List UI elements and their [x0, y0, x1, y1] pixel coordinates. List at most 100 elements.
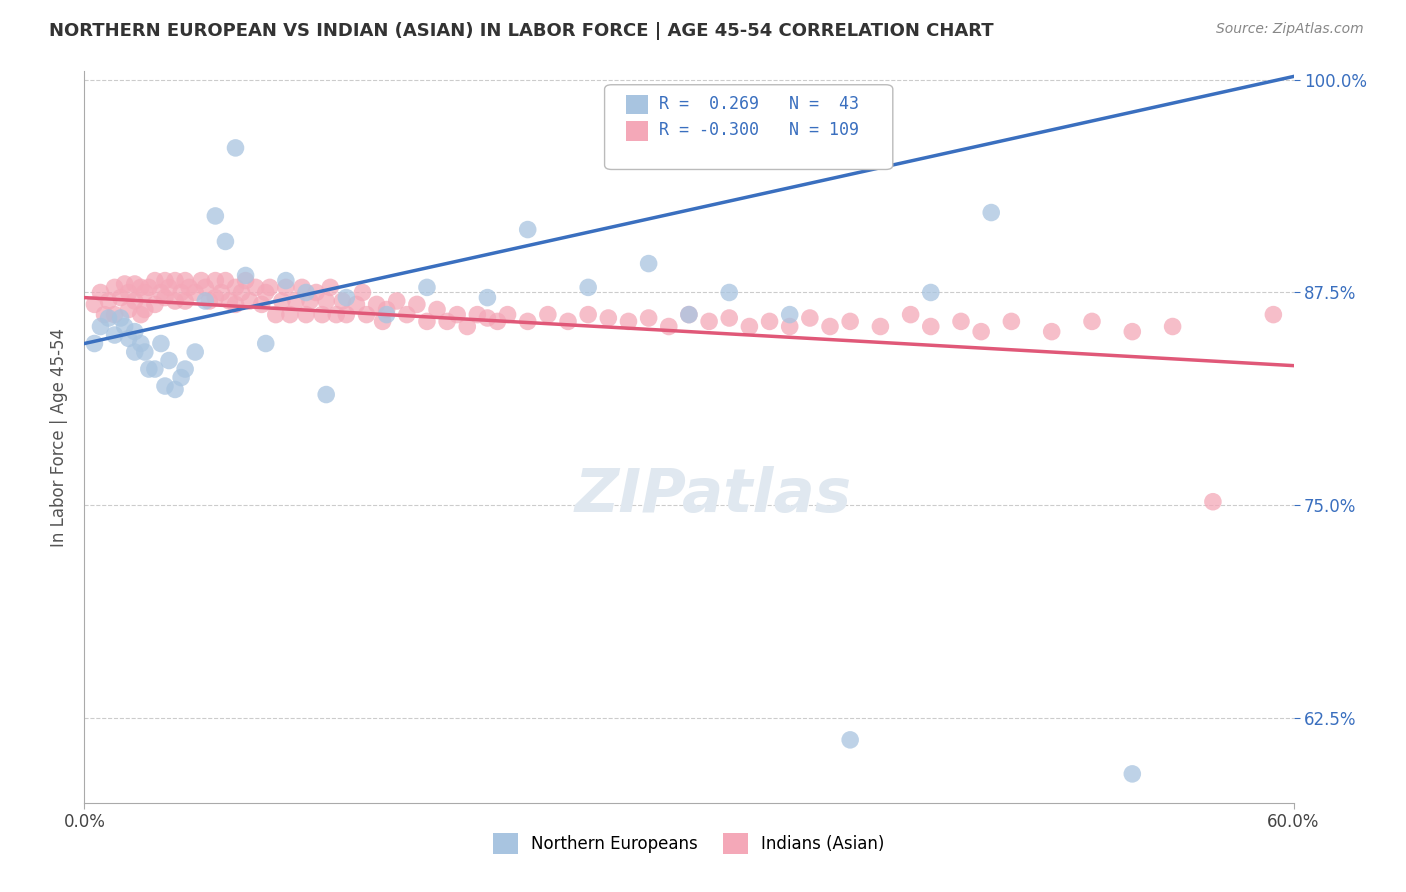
Point — [1040, 325, 1063, 339]
Point — [426, 302, 449, 317]
Point — [456, 319, 478, 334]
Point — [204, 291, 226, 305]
Point — [157, 280, 180, 294]
Point — [1263, 308, 1285, 322]
Point — [204, 209, 226, 223]
Point — [97, 311, 120, 326]
Point — [259, 280, 281, 294]
Point — [950, 314, 973, 328]
Point — [134, 345, 156, 359]
Point — [134, 302, 156, 317]
Point — [970, 325, 993, 339]
Point — [315, 387, 337, 401]
Point — [477, 291, 499, 305]
Point — [165, 293, 187, 308]
Point — [839, 732, 862, 747]
Point — [270, 293, 292, 308]
Point — [153, 379, 176, 393]
Point — [375, 302, 398, 317]
Point — [436, 314, 458, 328]
Point — [516, 222, 538, 236]
Point — [617, 314, 640, 328]
Point — [799, 311, 821, 326]
Point — [124, 325, 146, 339]
Point — [124, 277, 146, 291]
Point — [818, 319, 841, 334]
Point — [356, 308, 378, 322]
Point — [134, 285, 156, 300]
Point — [311, 308, 333, 322]
Point — [129, 336, 152, 351]
Point — [118, 302, 141, 317]
Point — [214, 274, 236, 288]
Point — [637, 256, 659, 270]
Point — [295, 308, 318, 322]
Point — [319, 280, 342, 294]
Text: R =  0.269   N =  43: R = 0.269 N = 43 — [659, 95, 859, 112]
Point — [274, 274, 297, 288]
Point — [352, 285, 374, 300]
Point — [980, 205, 1002, 219]
Point — [124, 293, 146, 308]
Point — [678, 308, 700, 322]
Point — [576, 280, 599, 294]
Point — [335, 291, 357, 305]
Point — [129, 308, 152, 322]
Point — [153, 291, 176, 305]
Point — [299, 293, 322, 308]
Point — [118, 331, 141, 345]
Point — [198, 293, 221, 308]
Point — [110, 291, 132, 305]
Point — [395, 308, 418, 322]
Point — [496, 308, 519, 322]
Legend: Northern Europeans, Indians (Asian): Northern Europeans, Indians (Asian) — [486, 827, 891, 860]
Text: Source: ZipAtlas.com: Source: ZipAtlas.com — [1216, 22, 1364, 37]
Point — [285, 293, 308, 308]
Point — [174, 293, 197, 308]
Point — [1000, 314, 1022, 328]
Point — [225, 280, 247, 294]
Point — [114, 319, 136, 334]
Point — [118, 285, 141, 300]
Point — [231, 285, 253, 300]
Point — [325, 308, 347, 322]
Point — [1121, 767, 1143, 781]
Point — [184, 345, 207, 359]
Point — [900, 308, 922, 322]
Point — [174, 274, 197, 288]
Point — [89, 285, 111, 300]
Point — [920, 319, 942, 334]
Point — [214, 235, 236, 249]
Point — [204, 274, 226, 288]
Point — [576, 308, 599, 322]
Point — [149, 285, 172, 300]
Point — [170, 370, 193, 384]
Point — [104, 280, 127, 294]
Point — [718, 285, 741, 300]
Point — [385, 293, 408, 308]
Point — [190, 274, 212, 288]
Point — [138, 280, 160, 294]
Point — [375, 308, 398, 322]
Point — [637, 311, 659, 326]
Point — [239, 293, 262, 308]
Point — [250, 297, 273, 311]
Point — [179, 280, 201, 294]
Point — [153, 274, 176, 288]
Point — [209, 285, 232, 300]
Point — [869, 319, 891, 334]
Point — [165, 383, 187, 397]
Point — [658, 319, 681, 334]
Text: ZIPatlas: ZIPatlas — [575, 467, 852, 525]
Point — [537, 308, 560, 322]
Point — [104, 328, 127, 343]
Point — [194, 293, 217, 308]
Point — [184, 285, 207, 300]
Point — [97, 293, 120, 308]
Point — [1202, 494, 1225, 508]
Point — [89, 319, 111, 334]
Point — [779, 308, 801, 322]
Point — [194, 280, 217, 294]
Point — [264, 308, 287, 322]
Point — [718, 311, 741, 326]
